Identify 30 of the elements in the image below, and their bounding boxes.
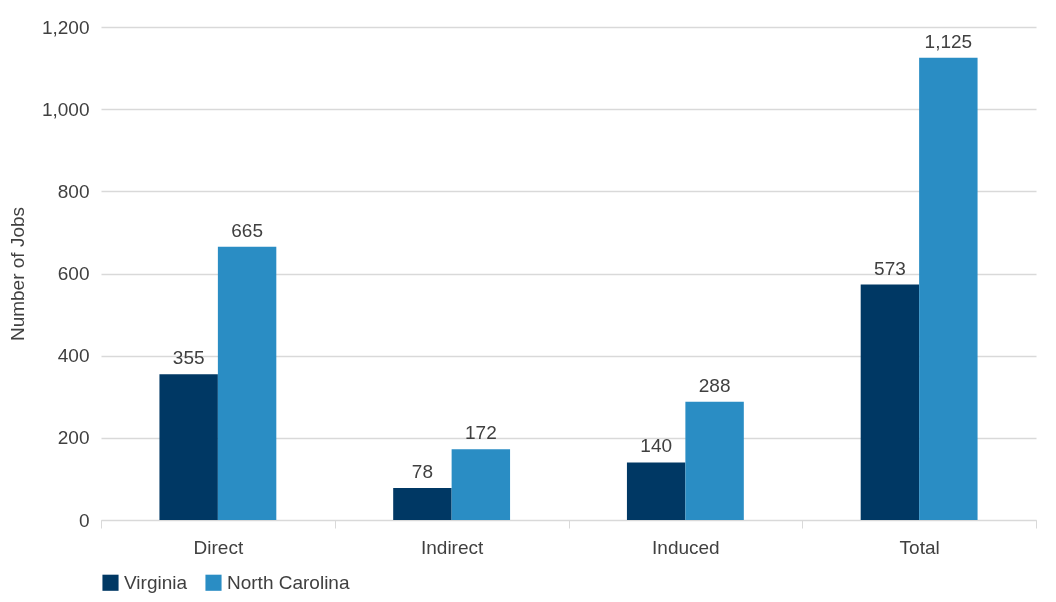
data-label: 140	[640, 435, 673, 457]
x-tick-label: Indirect	[420, 536, 484, 558]
y-tick-label: 800	[57, 180, 90, 202]
bar	[217, 246, 277, 520]
y-tick-label: 600	[57, 263, 90, 284]
bar	[626, 462, 686, 520]
y-tick-label: 1,000	[41, 98, 90, 120]
data-label: 172	[464, 422, 497, 444]
y-tick-label: 400	[57, 345, 90, 367]
y-tick-label: 200	[57, 427, 90, 449]
bar	[159, 374, 218, 520]
y-tick-label: 0	[78, 509, 90, 531]
legend-label: Virginia	[124, 571, 188, 593]
x-tick-label: Total	[899, 536, 940, 558]
data-label: 665	[231, 219, 263, 241]
data-label: 78	[411, 460, 433, 482]
data-label: 573	[874, 257, 906, 279]
bar	[919, 57, 978, 520]
bar	[451, 449, 511, 520]
legend-label: North Carolina	[227, 571, 350, 593]
bar	[685, 401, 744, 520]
y-axis-title: Number of Jobs	[6, 206, 28, 342]
data-label: 355	[172, 347, 205, 369]
data-label: 1,125	[924, 30, 973, 52]
y-tick-label: 1,200	[41, 16, 90, 38]
bar	[860, 284, 920, 520]
data-label: 288	[698, 374, 731, 396]
bar	[393, 487, 452, 520]
x-tick-label: Induced	[652, 536, 720, 558]
x-tick-label: Direct	[193, 536, 244, 558]
